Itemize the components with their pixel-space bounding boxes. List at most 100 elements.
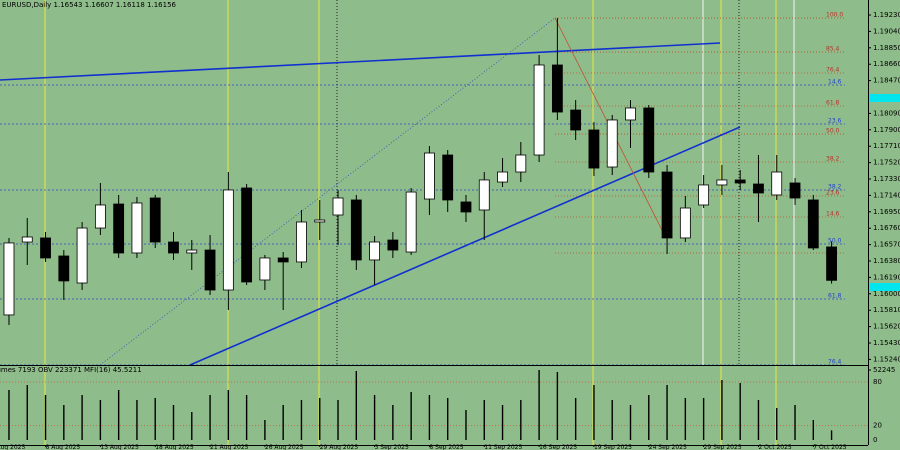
volume-tick-label: 52245 (873, 366, 895, 374)
x-tick-label: 18 Aug 2025 (155, 444, 194, 450)
candle-body (204, 249, 216, 291)
candle-body (332, 197, 344, 216)
candle-body (807, 199, 819, 249)
fib-label: 14.6 (828, 79, 842, 86)
candle-body (186, 249, 198, 254)
y-tick-label: 1.19040 (873, 27, 900, 35)
y-tick-label: 1.17330 (873, 175, 900, 183)
candle-body (625, 107, 636, 121)
candle-body (515, 154, 527, 173)
candle-body (58, 255, 70, 282)
fib-label: 14.6 (826, 210, 840, 217)
y-tick-label: 1.15620 (873, 323, 900, 331)
candle-body (149, 197, 161, 243)
y-tick-label: 1.16760 (873, 224, 900, 232)
candle-body (698, 184, 710, 206)
candle-body (460, 201, 472, 213)
x-tick-label: 16 Sep 2025 (539, 444, 577, 450)
candle-body (131, 202, 143, 254)
x-tick-label: 8 Sep 2025 (429, 444, 463, 450)
candle-body (826, 246, 837, 281)
candle-body (241, 187, 253, 283)
candle-body (277, 257, 289, 263)
candle-body (716, 179, 728, 186)
fib-label: 50.0 (826, 128, 840, 135)
indicator-title: Volumes 7193 OBV 223371 MFI(16) 45.5211 (0, 366, 142, 374)
candle-body (570, 109, 582, 131)
candle-body (350, 199, 362, 261)
x-tick-label: 26 Aug 2025 (265, 444, 304, 450)
y-tick-label: 1.17520 (873, 159, 900, 167)
y-tick-label: 1.17900 (873, 126, 900, 134)
y-tick-label: 1.17140 (873, 191, 900, 199)
y-tick-label: 1.16950 (873, 208, 900, 216)
candle-body (369, 241, 380, 261)
candle-body (314, 219, 326, 223)
candle-body (771, 171, 783, 196)
candle-body (551, 64, 563, 113)
y-tick-label: 1.18850 (873, 44, 900, 52)
candle-body (3, 242, 15, 316)
candle-body (405, 191, 417, 253)
y-tick-label: 1.16570 (873, 241, 900, 249)
fib-label: 61.8 (826, 99, 840, 106)
x-tick-label: 7 Oct 2025 (813, 444, 846, 450)
x-tick-label: 11 Sep 2025 (484, 444, 522, 450)
candle-body (661, 171, 673, 239)
trend-line (0, 42, 721, 81)
candle-body (679, 207, 691, 239)
y-tick-label: 1.15430 (873, 339, 900, 347)
candle-body (789, 182, 801, 199)
candle-body (606, 119, 618, 168)
candle-body (259, 257, 271, 281)
fib-label: 23.6 (828, 118, 842, 125)
fib-label: 100.0 (826, 12, 843, 19)
y-tick-label: 1.19230 (873, 11, 900, 19)
fib-label: 38.2 (828, 183, 842, 190)
fib-label: 38.2 (826, 156, 840, 163)
price-marker (870, 283, 900, 291)
y-tick-label: 1.15240 (873, 355, 900, 363)
candle-body (387, 239, 399, 251)
candle-body (40, 237, 51, 259)
x-tick-label: 19 Sep 2025 (594, 444, 632, 450)
y-tick-label: 1.18470 (873, 77, 900, 85)
x-tick-label: 29 Sep 2025 (704, 444, 742, 450)
candle-body (478, 179, 490, 211)
y-tick-label: 1.16000 (873, 290, 900, 298)
candle-body (94, 204, 106, 229)
fib-label: 50.0 (828, 237, 842, 244)
candle-body (296, 221, 307, 263)
y-tick-label: 1.16380 (873, 257, 900, 265)
candle-body (21, 236, 33, 243)
candles (3, 18, 837, 325)
candle-body (168, 241, 179, 254)
mfi-tick-label: 20 (873, 422, 882, 430)
fib-label: 76.4 (828, 359, 842, 366)
candle-body (734, 179, 746, 184)
y-tick-label: 1.18090 (873, 109, 900, 117)
x-tick-label: 8 Aug 2025 (46, 444, 81, 450)
fib-label: 23.6 (826, 190, 840, 197)
x-tick-label: 13 Aug 2025 (100, 444, 139, 450)
price-marker (870, 94, 900, 102)
candle-body (497, 171, 508, 183)
mfi-tick-label: 0 (873, 436, 877, 444)
candle-body (533, 64, 545, 156)
candle-body (76, 227, 88, 284)
candle-body (643, 107, 655, 173)
x-tick-label: 5 Aug 2025 (0, 444, 25, 450)
y-tick-label: 1.16190 (873, 273, 900, 281)
fib-label: 76.4 (826, 67, 840, 74)
x-tick-label: 2 Oct 2025 (758, 444, 791, 450)
y-tick-label: 1.17710 (873, 142, 900, 150)
candle-body (222, 189, 234, 291)
candle-body (424, 152, 435, 200)
chart-title: EURUSD,Daily 1.16543 1.16607 1.16118 1.1… (2, 1, 177, 9)
y-tick-label: 1.18660 (873, 60, 900, 68)
x-tick-label: 29 Aug 2025 (320, 444, 359, 450)
fib-label: 85.4 (826, 46, 840, 53)
mfi-tick-label: 80 (873, 378, 882, 386)
candle-body (588, 129, 600, 169)
